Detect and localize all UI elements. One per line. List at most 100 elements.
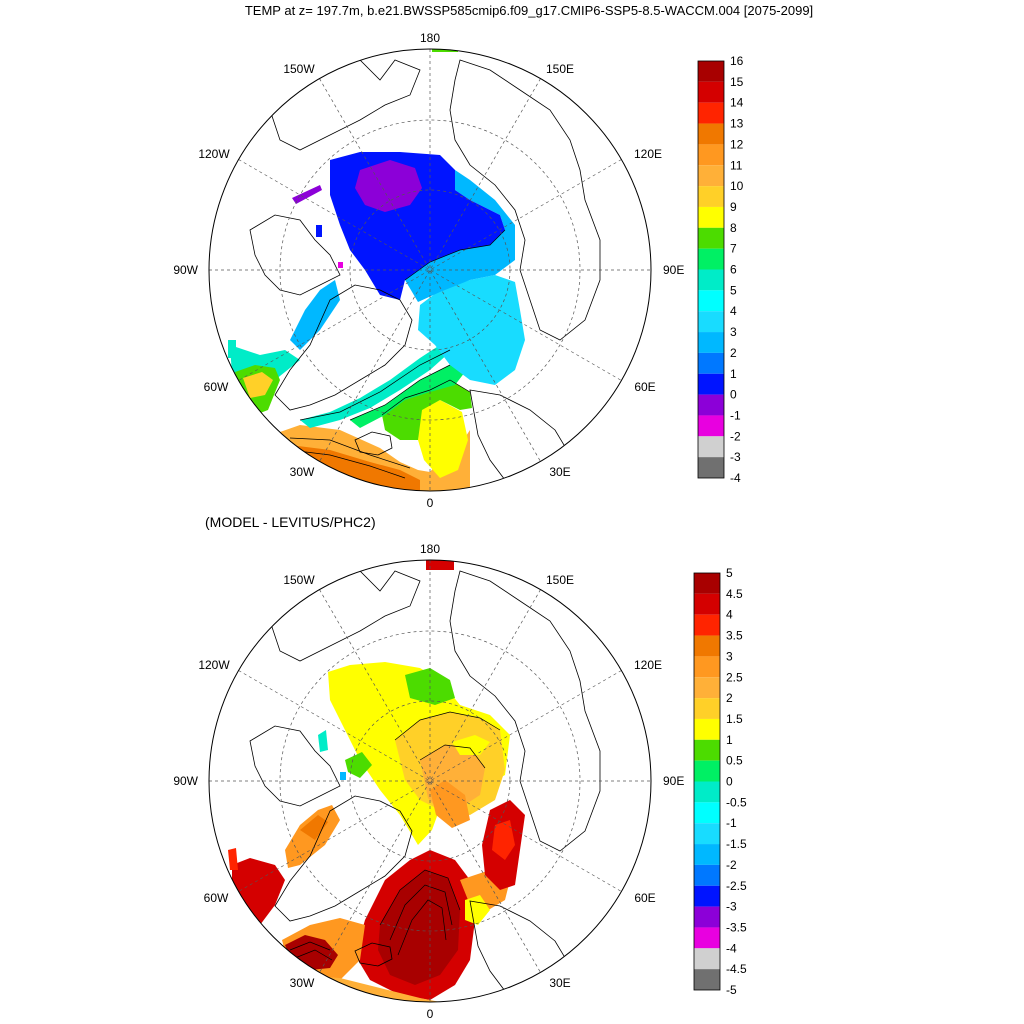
colorbar-swatch [698,165,724,187]
graticule-meridian [238,670,622,892]
coastline-alaska [269,54,421,151]
colorbar-swatch [694,802,720,824]
colorbar-tick-label: -2 [726,858,737,872]
colorbar-tick-label: -2.5 [726,879,747,893]
contour-line [294,949,333,961]
lon-label-30w: 30W [290,465,315,479]
lon-label-90e: 90E [663,263,684,277]
colorbar-swatch [698,436,724,458]
colorbar-swatch [694,677,720,699]
graticule-meridian [238,159,622,381]
colorbar-tick-label: -0.5 [726,795,747,809]
colorbar-swatch [694,864,720,886]
graticule [209,49,651,491]
lon-label-150w: 150W [283,62,315,76]
colorbar-tick-label: 8 [730,221,737,235]
coastline-canadian-archipelago [249,725,341,807]
lon-label-0: 0 [427,1007,434,1021]
colorbar-tick-label: 16 [730,54,744,68]
colorbar-swatch [694,844,720,865]
colorbar-swatch [698,206,724,228]
field-labrador-edge [228,848,238,870]
graticule-meridian [319,78,541,462]
colorbar-tick-label: -4 [730,471,741,485]
coastline-siberia [449,59,601,341]
lon-label-60w: 60W [204,380,229,394]
contour-line [349,364,451,421]
contour-line [289,449,406,479]
colorbar-swatch [698,123,724,145]
colorbar-swatch [698,311,724,333]
lon-label-60e: 60E [634,380,655,394]
figure-title: TEMP at z= 197.7m, b.e21.BWSSP585cmip6.f… [245,3,813,18]
colorbar-frame [693,572,721,991]
coastline-greenland [274,795,413,922]
longitude-labels: 180 150E 120E 90E 60E 30E 0 30W 60W 90W … [173,31,684,510]
colorbar-tick-label: 14 [730,96,744,110]
field-fram-strait [350,365,465,428]
coastline-siberia [449,570,601,852]
lon-label-180: 180 [420,542,440,556]
field-lomonosov-blob [452,735,490,755]
colorbar-tick-label: 12 [730,137,744,151]
contour-line [404,229,506,281]
lon-label-0: 0 [427,496,434,510]
contour-lines [289,229,506,479]
colorbar-tick-label: 5 [726,566,733,580]
graticule-meridian [319,589,541,973]
contour-line [289,941,331,951]
lon-label-90w: 90W [173,263,198,277]
colorbar-tick-label: 3.5 [726,629,743,643]
contour-line [389,884,453,941]
colorbar-tick-label: -3 [726,900,737,914]
lon-label-60e: 60E [634,891,655,905]
graticule-circle [279,119,581,421]
field-speck-cyan [228,340,236,358]
colorbar-swatch [694,760,720,782]
field-speck-green [345,752,372,778]
field-eurasian-core [405,170,515,302]
colorbar-tick-label: -5 [726,983,737,997]
field-speck-cyan [318,730,328,752]
colorbar-swatch [694,906,720,928]
field-speck-purple [292,185,322,204]
lon-label-150e: 150E [546,62,574,76]
colorbar-tick-label: 11 [730,158,743,172]
colorbar-tick-label: 4.5 [726,587,743,601]
colorbar-tick-label: 0 [726,775,733,789]
colorbar-tick-label: 0.5 [726,754,743,768]
colorbar-swatch [698,102,724,124]
colorbar-swatch [694,614,720,636]
field-speck-blue [316,225,322,237]
colorbar-tick-label: -3 [730,450,741,464]
lon-label-120w: 120W [198,658,230,672]
lon-label-180: 180 [420,31,440,45]
colorbar-swatch [694,573,720,594]
map-border [208,48,652,492]
contour-line [419,744,486,769]
colorbar-swatch [698,248,724,270]
colorbar-swatch [698,81,724,103]
colorbar-swatch [694,718,720,740]
field-eurasian-red [430,780,470,828]
colorbar-swatch [698,186,724,207]
colorbar-swatch [698,373,724,395]
colorbar-tick-label: 4 [726,608,733,622]
colorbar-tick-label: 9 [730,200,737,214]
lon-label-60w: 60W [204,891,229,905]
colorbar-tick-label: 10 [730,179,744,193]
colorbar-swatch [694,593,720,615]
lon-label-150e: 150E [546,573,574,587]
lon-label-30e: 30E [549,465,570,479]
colorbar-tick-label: 7 [730,242,737,256]
coastline-alaska [269,565,421,662]
colorbar-tick-label: -1 [726,816,737,830]
field-kara-core [492,820,515,860]
lon-label-90e: 90E [663,774,684,788]
colorbar-tick-label: 2.5 [726,670,743,684]
lon-label-30e: 30E [549,976,570,990]
lon-label-120e: 120E [634,658,662,672]
colorbar-swatch [698,457,724,478]
colorbar-tick-label: 6 [730,263,737,277]
